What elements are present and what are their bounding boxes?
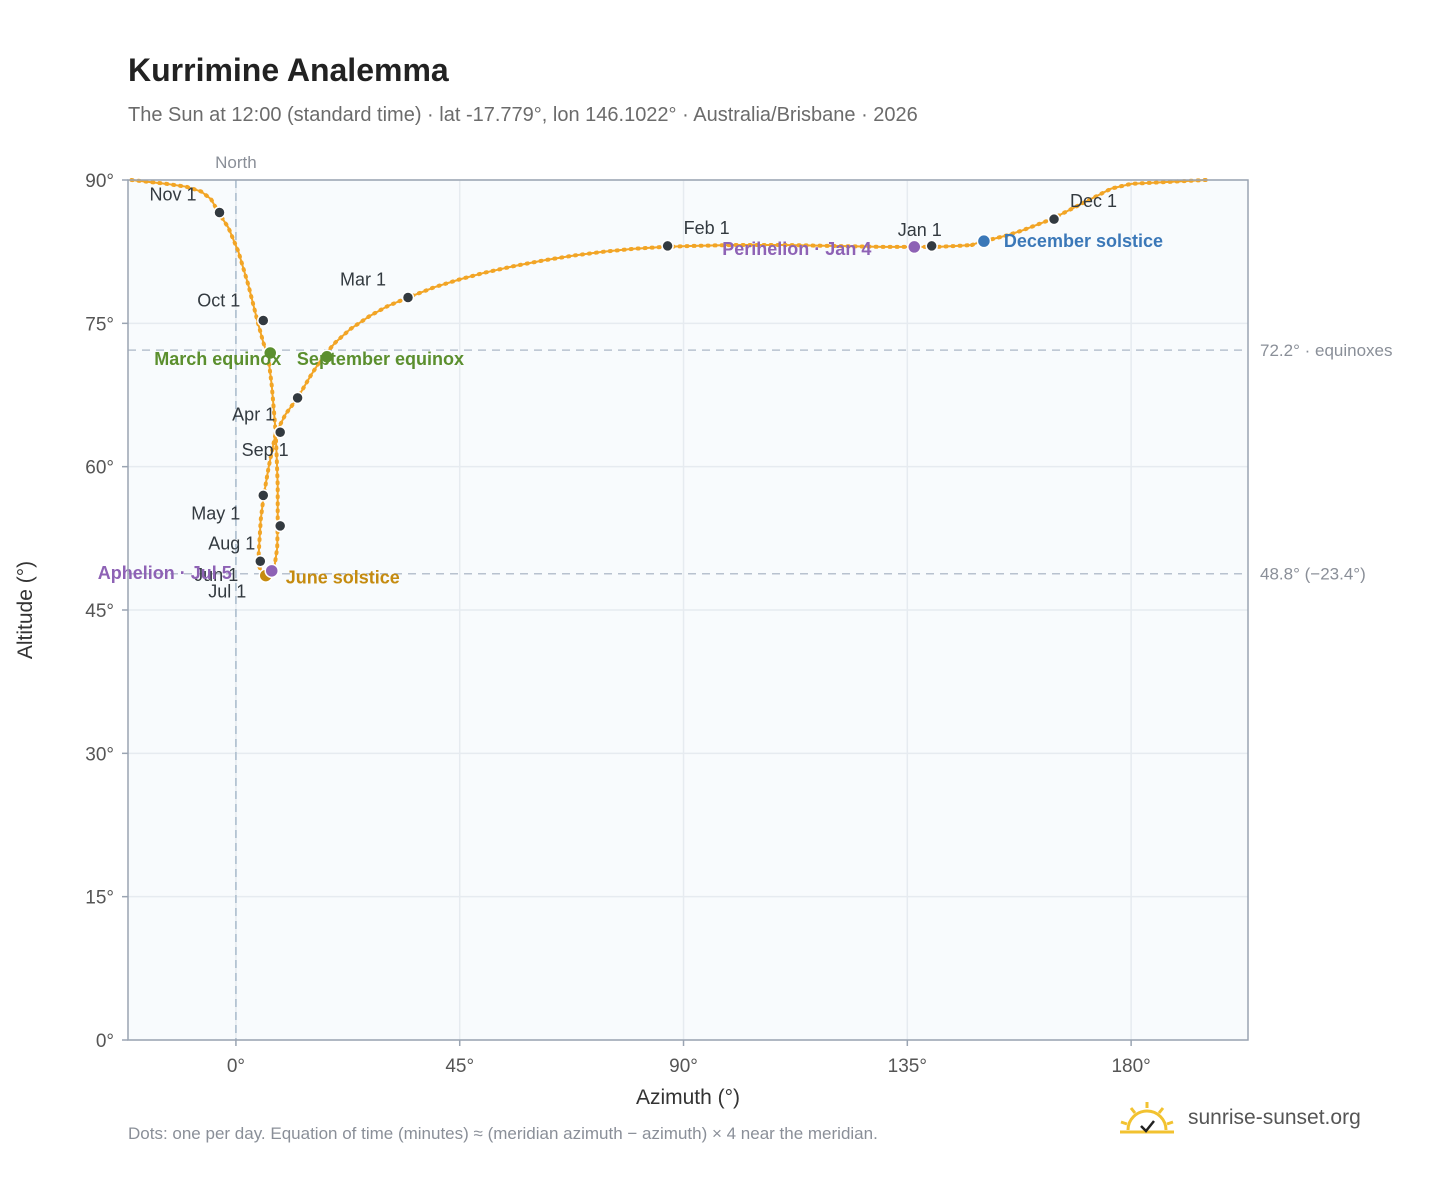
special-points: March equinox September equinox June solst… <box>98 231 1163 587</box>
month-marker <box>257 489 270 502</box>
x-tick-label: 90° <box>669 1056 698 1077</box>
month-marker <box>273 519 287 533</box>
x-tick-label: 45° <box>445 1056 474 1077</box>
x-tick-label: 135° <box>888 1056 927 1077</box>
month-label: Apr 1 <box>232 404 275 424</box>
month-label: Nov 1 <box>150 184 197 204</box>
month-marker <box>925 239 938 253</box>
y-tick-label: 60° <box>85 458 114 479</box>
month-marker <box>213 206 226 219</box>
month-marker <box>273 426 287 439</box>
chart-subtitle: The Sun at 12:00 (standard time) · lat -… <box>128 104 918 126</box>
month-label: Jan 1 <box>898 220 942 240</box>
special-point <box>907 239 922 255</box>
month-label: May 1 <box>191 503 240 523</box>
y-tick-label: 15° <box>85 888 114 909</box>
y-tick-label: 75° <box>85 314 114 335</box>
month-label: Dec 1 <box>1070 191 1117 211</box>
special-point-label: March equinox <box>154 349 281 369</box>
reference-line-label: 48.8° (−23.4°) <box>1260 565 1366 584</box>
x-tick-label: 180° <box>1111 1056 1150 1077</box>
month-label: Jun 1 <box>194 565 238 585</box>
y-axis-label: Altitude (°) <box>14 561 37 659</box>
month-label: Oct 1 <box>197 290 240 310</box>
month-marker <box>401 291 415 304</box>
brand-name[interactable]: sunrise-sunset.org <box>1188 1106 1361 1129</box>
sun-logo-icon <box>1120 1102 1174 1134</box>
month-marker <box>257 314 270 327</box>
north-label: North <box>215 153 257 172</box>
month-label: Sep 1 <box>242 440 289 460</box>
special-point <box>264 563 279 579</box>
special-point-label: December solstice <box>1004 231 1163 251</box>
month-marker <box>1047 212 1061 226</box>
special-point <box>319 349 335 365</box>
reference-lines: 72.2° · equinoxes 48.8° (−23.4°) <box>128 341 1393 584</box>
north-marker: North <box>215 153 257 1040</box>
footnote: Dots: one per day. Equation of time (min… <box>128 1124 878 1143</box>
special-point-label: Perihelion · Jan 4 <box>722 239 871 259</box>
chart-title: Kurrimine Analemma <box>128 52 449 88</box>
brand[interactable]: sunrise-sunset.org <box>1118 1100 1361 1136</box>
month-label: Jul 1 <box>208 581 246 601</box>
y-tick-label: 45° <box>85 601 114 622</box>
special-point-label: Aphelion · Jul 5 <box>98 563 232 583</box>
x-tick-label: 0° <box>227 1056 245 1077</box>
y-tick-label: 0° <box>96 1031 114 1052</box>
reference-line-label: 72.2° · equinoxes <box>1260 341 1393 360</box>
y-tick-label: 30° <box>85 744 114 765</box>
axis-ticks: 0° 15° 30° 45° 60° 75° 90° 0° 45° 90° 135° 180° <box>85 171 1151 1077</box>
month-label: Aug 1 <box>208 533 255 553</box>
month-label: Mar 1 <box>340 270 386 290</box>
special-point-label: September equinox <box>297 349 464 369</box>
special-point <box>262 345 278 361</box>
month-marker <box>661 239 674 253</box>
special-point <box>976 233 992 249</box>
month-marker <box>291 391 304 405</box>
month-marker <box>254 555 267 568</box>
x-axis-label: Azimuth (°) <box>636 1086 740 1109</box>
special-point-label: June solstice <box>286 568 400 588</box>
month-label: Feb 1 <box>684 218 730 238</box>
y-tick-label: 90° <box>85 171 114 192</box>
